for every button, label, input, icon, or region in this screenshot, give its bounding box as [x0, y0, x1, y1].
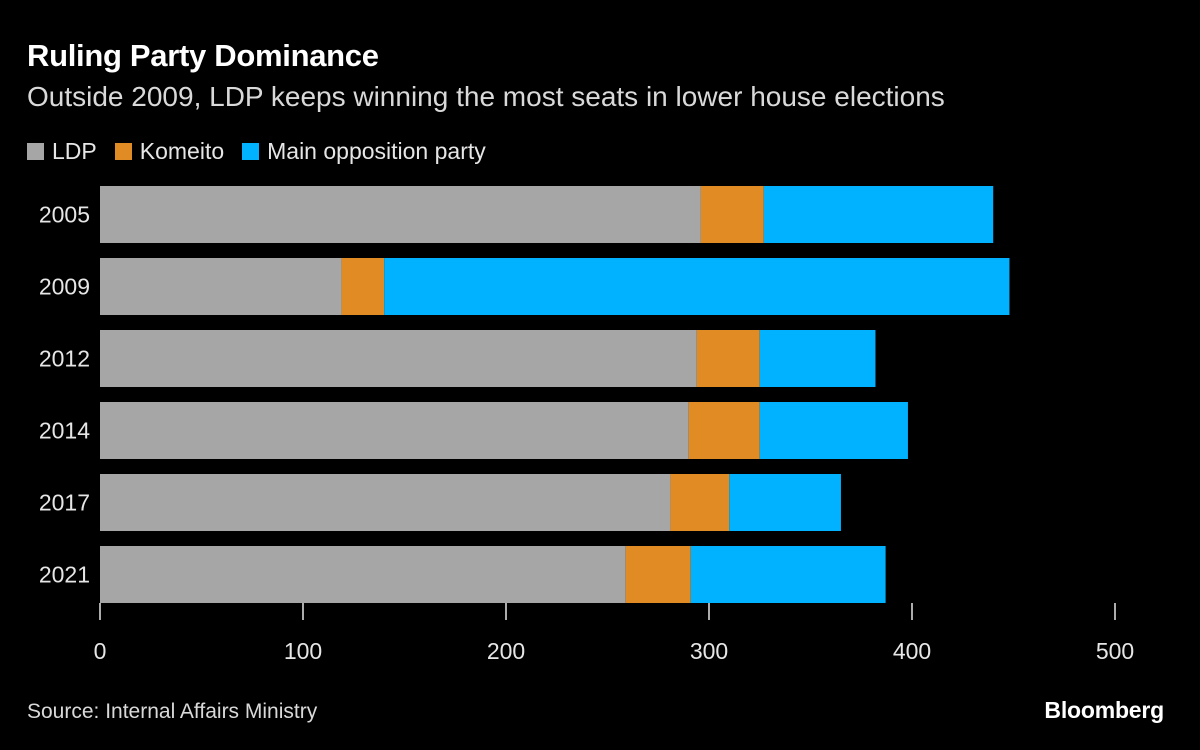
bar-main-opposition-party-2021 [690, 546, 886, 603]
x-tick-label-500: 500 [1096, 638, 1134, 664]
bar-main-opposition-party-2005 [763, 186, 994, 243]
bar-komeito-2014 [688, 402, 760, 459]
legend-item-komeito: Komeito [114, 138, 225, 165]
chart-subtitle: Outside 2009, LDP keeps winning the most… [27, 81, 945, 112]
y-tick-label-2012: 2012 [39, 346, 90, 372]
y-tick-label-2014: 2014 [39, 418, 90, 444]
x-tick-label-0: 0 [94, 638, 107, 664]
bar-main-opposition-party-2012 [759, 330, 876, 387]
bar-ldp-2012 [100, 330, 697, 387]
bar-main-opposition-party-2009 [384, 258, 1010, 315]
legend-item-main-opposition: Main opposition party [242, 138, 486, 165]
legend-swatch-main-opposition [242, 143, 260, 160]
y-tick-label-2017: 2017 [39, 490, 90, 516]
bar-ldp-2017 [100, 474, 671, 531]
bar-main-opposition-party-2017 [729, 474, 841, 531]
x-tick-label-100: 100 [284, 638, 322, 664]
legend: LDP Komeito Main opposition party [27, 138, 504, 165]
bar-komeito-2021 [625, 546, 691, 603]
legend-label-main-opposition: Main opposition party [267, 138, 486, 164]
brand-logo: Bloomberg [1044, 697, 1164, 723]
bar-ldp-2009 [100, 258, 342, 315]
bar-komeito-2005 [700, 186, 764, 243]
y-tick-label-2021: 2021 [39, 562, 90, 588]
y-tick-label-2009: 2009 [39, 274, 90, 300]
legend-swatch-komeito [114, 143, 132, 160]
legend-label-komeito: Komeito [139, 138, 225, 164]
x-tick-label-200: 200 [487, 638, 525, 664]
chart-title: Ruling Party Dominance [27, 38, 379, 73]
bar-ldp-2014 [100, 402, 689, 459]
bar-ldp-2005 [100, 186, 701, 243]
source-note: Source: Internal Affairs Ministry [27, 700, 318, 723]
bar-komeito-2009 [341, 258, 385, 315]
legend-swatch-ldp [27, 143, 44, 160]
y-tick-label-2005: 2005 [39, 202, 90, 228]
bar-main-opposition-party-2014 [759, 402, 908, 459]
bar-ldp-2021 [100, 546, 626, 603]
bar-komeito-2012 [696, 330, 760, 387]
x-tick-label-300: 300 [690, 638, 728, 664]
x-tick-label-400: 400 [893, 638, 931, 664]
bar-komeito-2017 [670, 474, 730, 531]
legend-label-ldp: LDP [52, 138, 97, 164]
legend-item-ldp: LDP [27, 138, 97, 165]
